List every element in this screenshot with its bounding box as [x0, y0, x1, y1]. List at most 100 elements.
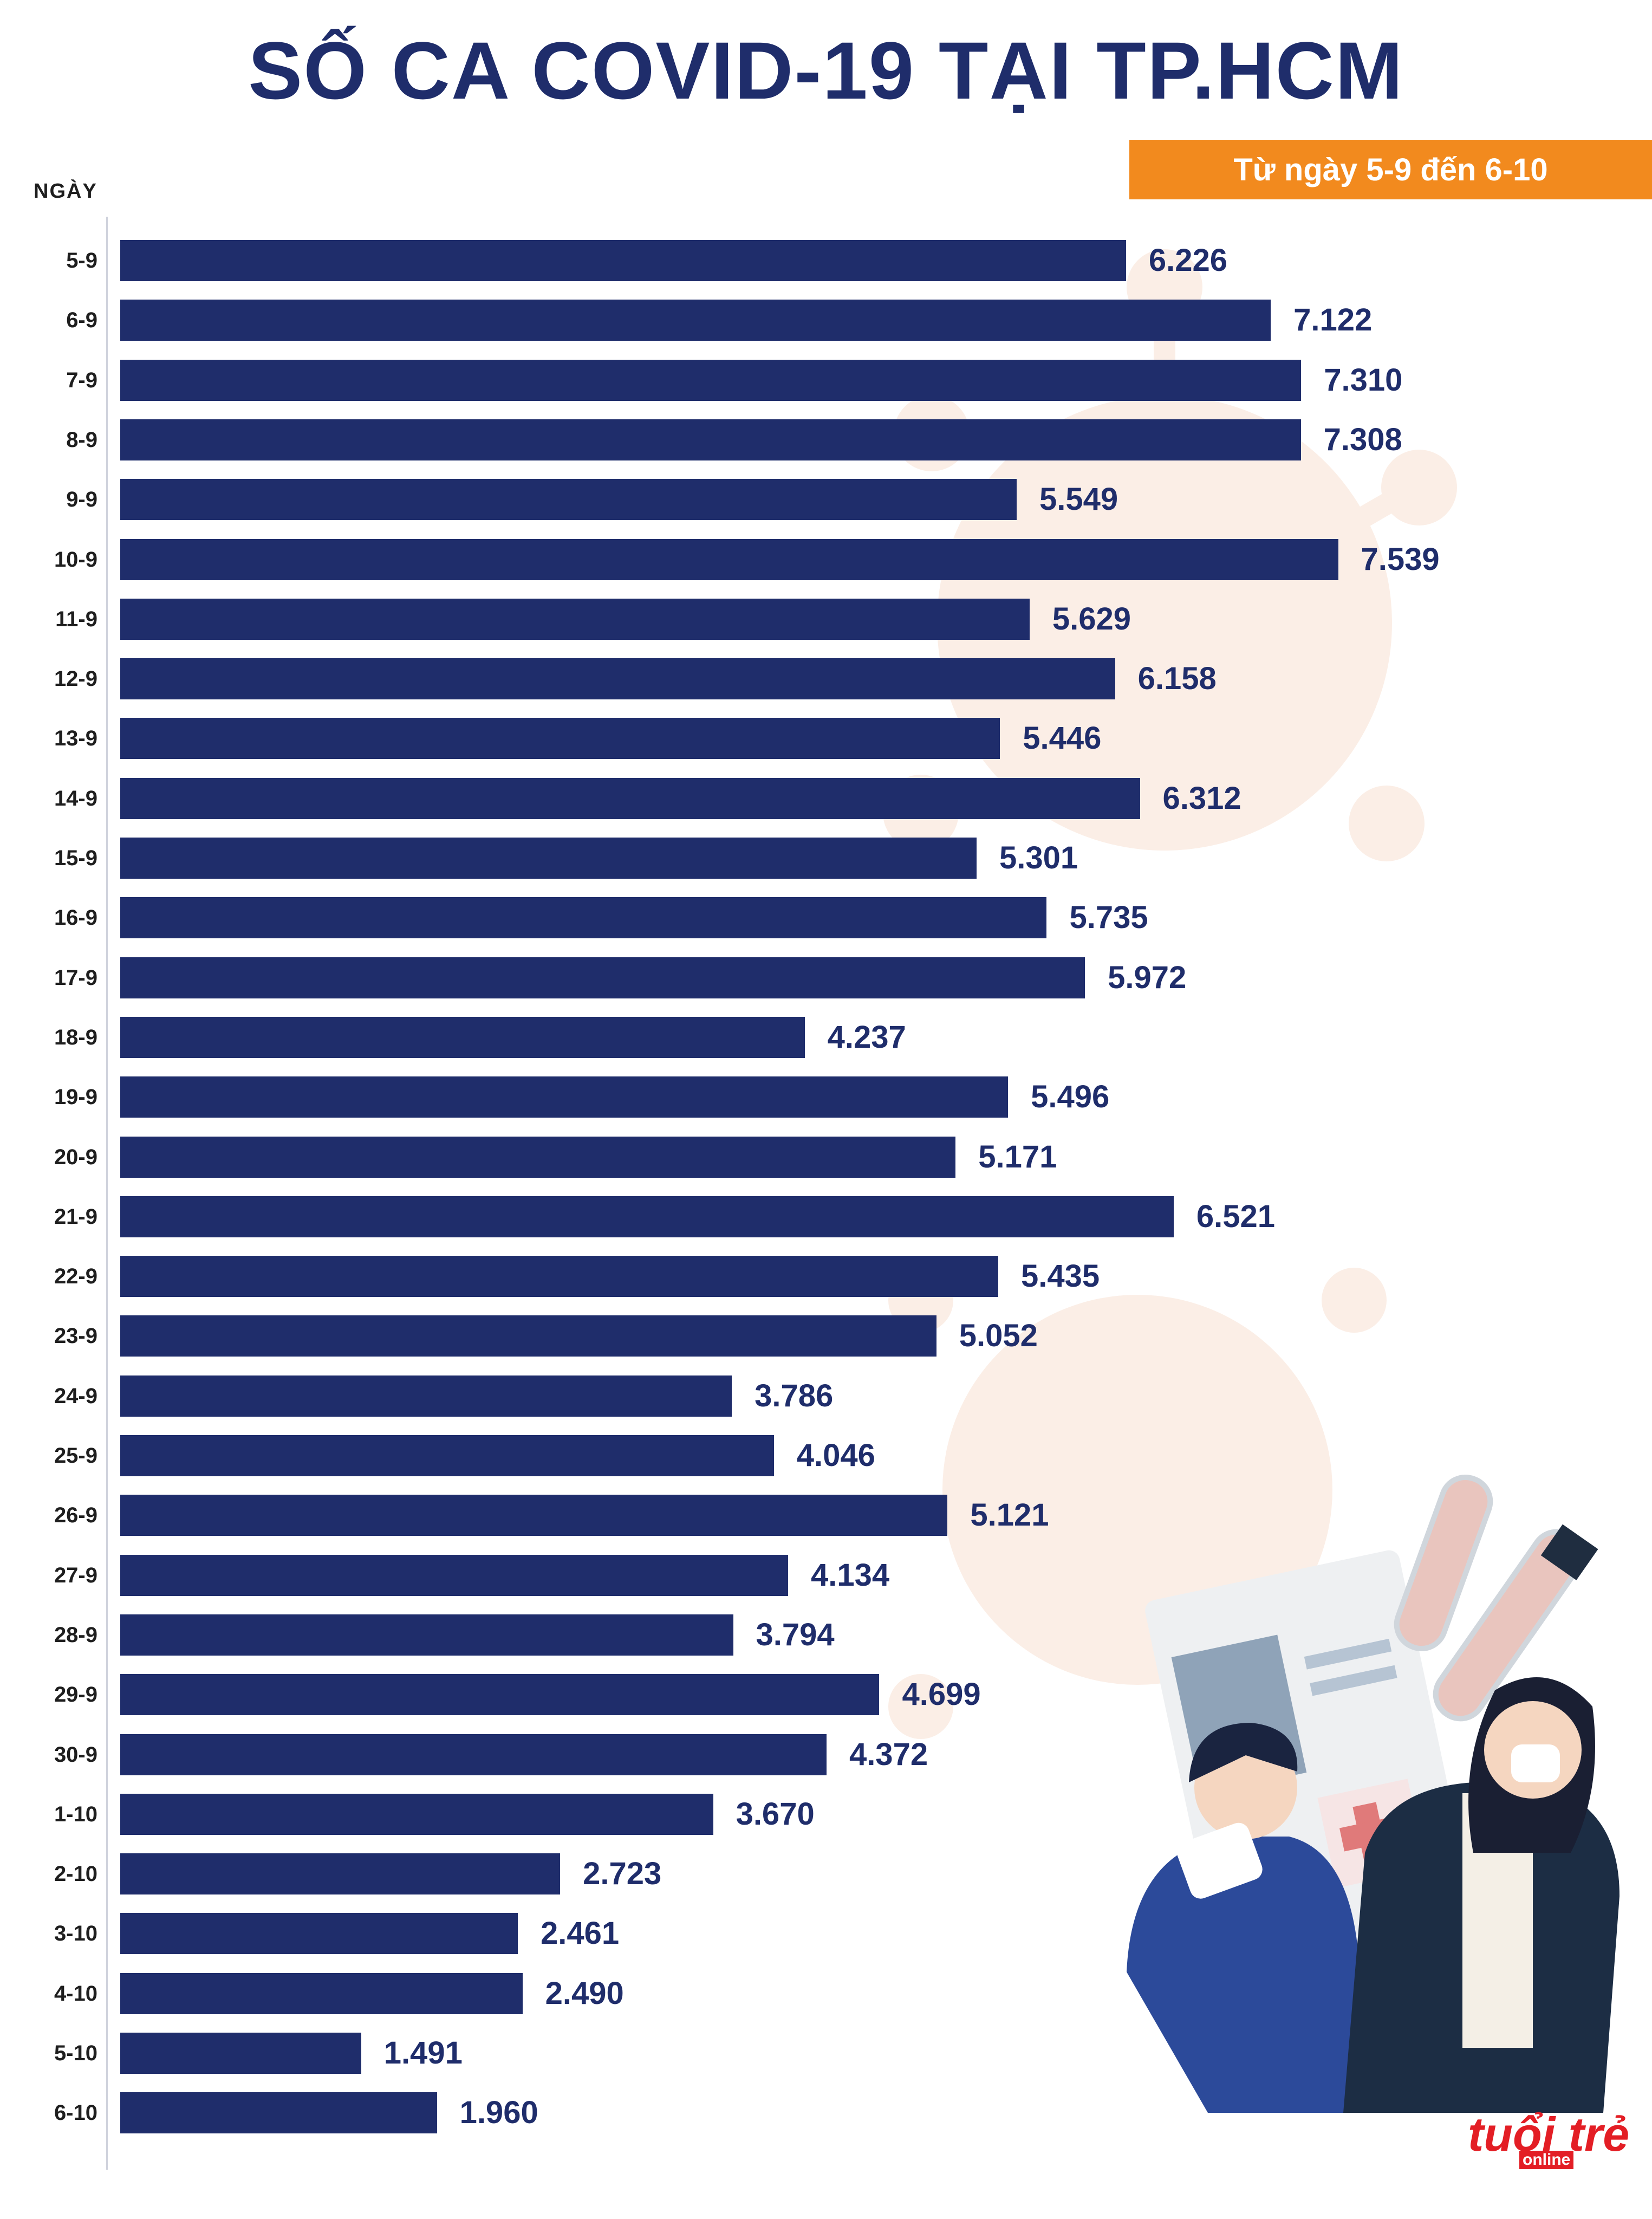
bar — [120, 777, 1140, 819]
bar-value-label: 6.158 — [1137, 661, 1217, 697]
bar-value-label: 7.308 — [1323, 421, 1402, 457]
bar — [120, 2092, 437, 2134]
bar-value-label: 1.491 — [383, 2035, 463, 2071]
bar — [120, 1495, 948, 1536]
bar-value-label: 5.446 — [1023, 721, 1102, 756]
bar-value-label: 4.237 — [827, 1019, 906, 1055]
bar — [120, 957, 1085, 998]
bar-value-label: 5.735 — [1069, 900, 1148, 936]
bar — [120, 1136, 956, 1178]
tuoi-tre-logo-sub: online — [1519, 2151, 1574, 2169]
bar-value-label: 5.972 — [1108, 959, 1187, 995]
bar-value-label: 3.670 — [736, 1796, 815, 1832]
bar-value-label: 5.435 — [1020, 1258, 1100, 1294]
bar — [120, 718, 1000, 760]
bar — [120, 838, 977, 879]
y-tick-label: 1-10 — [54, 1802, 97, 1826]
y-tick-label: 9-9 — [66, 488, 97, 512]
bar-value-label: 7.539 — [1361, 541, 1440, 577]
y-tick-label: 20-9 — [54, 1145, 97, 1169]
bar — [120, 359, 1302, 401]
bar-value-label: 5.629 — [1052, 601, 1131, 637]
bar — [120, 1016, 805, 1058]
y-tick-label: 11-9 — [55, 607, 97, 631]
y-tick-label: 27-9 — [54, 1563, 97, 1587]
bar-value-label: 7.122 — [1293, 302, 1373, 338]
y-tick-label: 22-9 — [54, 1264, 97, 1289]
bar-value-label: 4.699 — [902, 1677, 981, 1712]
bar-value-label: 4.372 — [849, 1736, 928, 1772]
bar-value-label: 5.301 — [999, 840, 1078, 875]
bar-value-label: 4.046 — [796, 1438, 875, 1473]
y-tick-label: 26-9 — [54, 1503, 97, 1528]
bar-value-label: 6.521 — [1196, 1198, 1276, 1234]
bar-value-label: 3.794 — [756, 1617, 835, 1652]
y-tick-label: 24-9 — [54, 1384, 97, 1408]
bar-value-label: 2.490 — [545, 1975, 624, 2011]
bar-value-label: 7.310 — [1324, 362, 1403, 398]
bar — [120, 479, 1017, 521]
bar-value-label: 4.134 — [810, 1557, 890, 1593]
y-tick-label: 6-9 — [66, 308, 97, 333]
bar — [120, 1375, 732, 1417]
y-tick-label: 12-9 — [54, 667, 97, 691]
bar — [120, 1614, 733, 1656]
y-tick-label: 25-9 — [54, 1444, 97, 1468]
y-tick-label: 10-9 — [54, 547, 97, 572]
bar — [120, 1973, 523, 2014]
y-tick-label: 14-9 — [54, 786, 97, 810]
y-tick-label: 15-9 — [54, 846, 97, 870]
y-tick-label: 3-10 — [54, 1922, 97, 1946]
bar — [120, 1315, 936, 1357]
y-tick-label: 23-9 — [54, 1324, 97, 1348]
y-tick-label: 13-9 — [54, 726, 97, 751]
y-tick-label: 21-9 — [54, 1204, 97, 1229]
bar — [120, 300, 1271, 341]
bar-value-label: 5.121 — [970, 1497, 1049, 1533]
bar-value-label: 6.226 — [1148, 243, 1228, 278]
bar — [120, 1734, 827, 1775]
bar — [120, 1076, 1009, 1118]
bar-value-label: 5.496 — [1031, 1079, 1110, 1115]
bar — [120, 1256, 998, 1297]
bar — [120, 1435, 774, 1476]
y-tick-label: 28-9 — [54, 1623, 97, 1647]
bar-value-label: 1.960 — [459, 2095, 538, 2131]
y-tick-label: 17-9 — [54, 965, 97, 990]
y-tick-label: 7-9 — [66, 368, 97, 392]
bar — [120, 1196, 1174, 1237]
y-tick-label: 16-9 — [54, 906, 97, 930]
bar — [120, 419, 1301, 460]
y-tick-label: 19-9 — [54, 1085, 97, 1110]
y-tick-label: 6-10 — [54, 2101, 97, 2125]
y-tick-label: 2-10 — [54, 1862, 97, 1886]
bar-value-label: 3.786 — [755, 1378, 834, 1413]
y-axis-line — [106, 217, 108, 2170]
y-tick-label: 18-9 — [54, 1025, 97, 1049]
date-range-badge: Từ ngày 5-9 đến 6-10 — [1129, 140, 1652, 199]
y-tick-label: 30-9 — [54, 1742, 97, 1767]
bar-value-label: 2.723 — [583, 1856, 662, 1892]
bar — [120, 538, 1338, 580]
bar-value-label: 5.052 — [959, 1318, 1038, 1354]
y-tick-label: 29-9 — [54, 1683, 97, 1707]
bar — [120, 1913, 518, 1955]
bar — [120, 240, 1126, 281]
bar — [120, 2033, 361, 2074]
bar — [120, 658, 1115, 700]
y-tick-label: 8-9 — [66, 427, 97, 452]
y-tick-label: 5-9 — [66, 249, 97, 272]
bar — [120, 1853, 561, 1895]
bar — [120, 897, 1047, 939]
y-tick-label: 5-10 — [54, 2041, 97, 2065]
bar-value-label: 2.461 — [540, 1916, 620, 1951]
bar — [120, 1554, 788, 1596]
bar — [120, 1793, 713, 1835]
bar-value-label: 5.171 — [978, 1139, 1057, 1175]
y-axis-label: NGÀY — [34, 180, 97, 203]
bar — [120, 1674, 880, 1716]
bar — [120, 598, 1030, 640]
y-tick-label: 4-10 — [54, 1981, 97, 2006]
bar-value-label: 5.549 — [1039, 482, 1118, 517]
